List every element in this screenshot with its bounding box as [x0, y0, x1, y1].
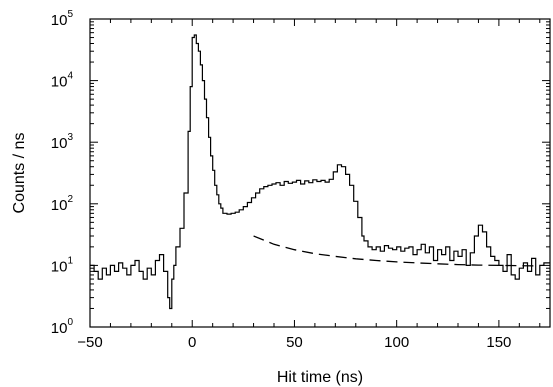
plot-frame — [89, 18, 551, 328]
axis-ticks — [89, 18, 550, 328]
y-tick-label: 102 — [51, 194, 74, 214]
x-tick-label: 150 — [486, 334, 511, 351]
x-axis-title: Hit time (ns) — [277, 369, 363, 386]
y-axis-title: Counts / ns — [11, 133, 28, 214]
x-tick-label: 50 — [286, 334, 303, 351]
x-tick-label: 100 — [384, 334, 409, 351]
background-fit-dashed-line — [253, 235, 536, 267]
y-tick-label: 101 — [51, 255, 74, 275]
axis-tick-labels: −50 0 50 100 150 100 101 102 103 104 105 — [51, 9, 512, 351]
y-tick-label: 103 — [51, 132, 74, 152]
y-tick-label: 100 — [51, 317, 74, 337]
x-tick-label: 0 — [188, 334, 196, 351]
y-tick-label: 105 — [51, 9, 74, 29]
x-tick-label: −50 — [77, 334, 102, 351]
histogram-series-line — [90, 34, 550, 310]
y-tick-label: 104 — [51, 71, 74, 91]
